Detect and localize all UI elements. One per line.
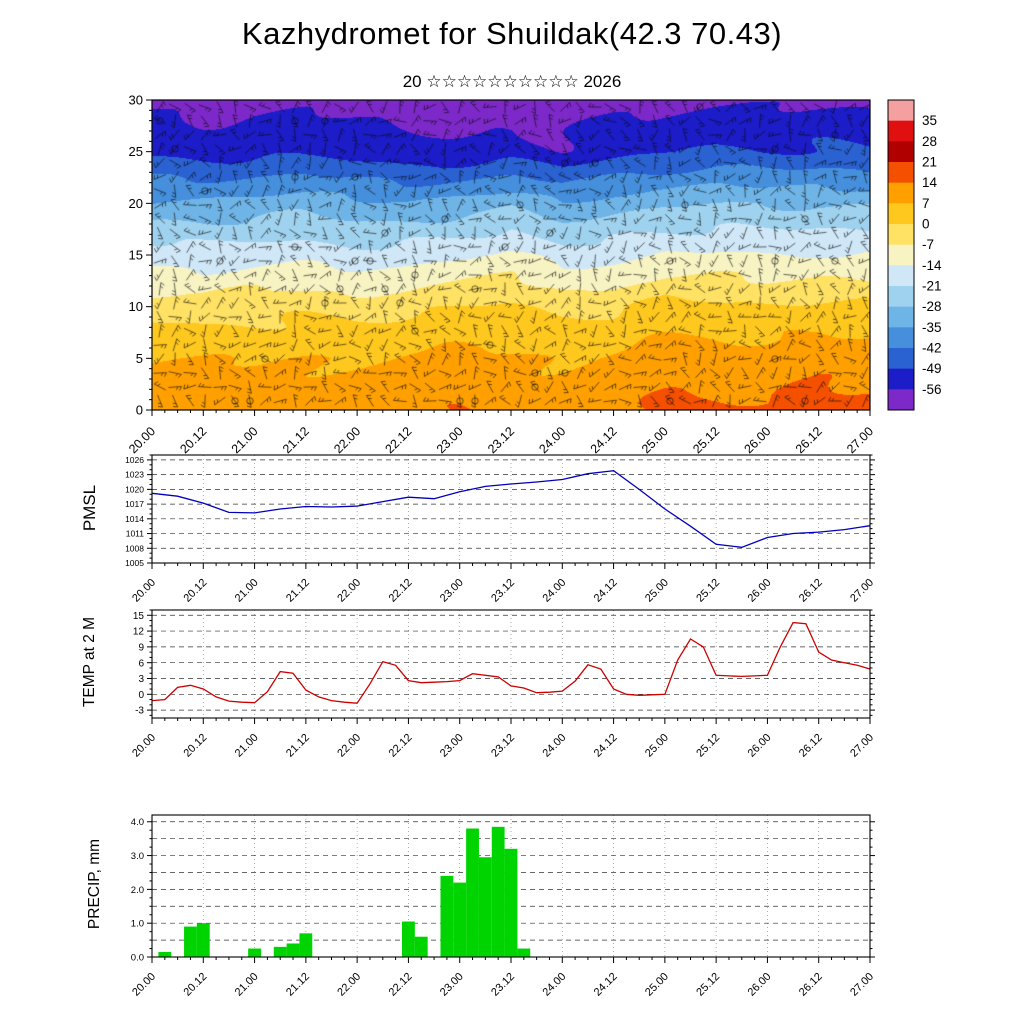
svg-text:26.00: 26.00 <box>746 732 774 760</box>
svg-text:24.00: 24.00 <box>540 732 568 760</box>
temp-axis-label: TEMP at 2 M <box>81 616 98 708</box>
svg-text:25.12: 25.12 <box>694 732 722 760</box>
svg-text:21.12: 21.12 <box>284 732 312 760</box>
svg-text:2.0: 2.0 <box>131 885 144 896</box>
svg-text:9: 9 <box>138 642 144 653</box>
svg-text:-56: -56 <box>922 382 942 397</box>
svg-text:-21: -21 <box>922 279 942 294</box>
svg-text:26.00: 26.00 <box>746 577 774 605</box>
svg-text:20.12: 20.12 <box>181 577 209 605</box>
svg-text:20.00: 20.00 <box>130 971 158 999</box>
svg-text:10: 10 <box>129 299 143 314</box>
svg-text:25: 25 <box>129 144 143 159</box>
precip-panel: 0.0 1.0 2.0 3.0 4.0 20.00 20.12 21.00 21.12 22.00… <box>130 814 876 999</box>
svg-text:-14: -14 <box>922 258 942 273</box>
svg-text:27.00: 27.00 <box>848 971 876 999</box>
svg-text:24.12: 24.12 <box>592 732 620 760</box>
svg-text:1005: 1005 <box>125 558 144 568</box>
temp-panel: -3 0 3 6 9 12 15 20.00 20.12 21.00 21.12 22.00 22.12… <box>130 609 876 760</box>
svg-text:1026: 1026 <box>125 455 144 465</box>
svg-text:4.0: 4.0 <box>131 817 144 828</box>
svg-text:23.00: 23.00 <box>438 577 466 605</box>
svg-text:27.00: 27.00 <box>848 577 876 605</box>
svg-text:25.00: 25.00 <box>643 971 671 999</box>
svg-text:15: 15 <box>129 248 143 263</box>
cross-section-field <box>152 100 870 410</box>
svg-text:26.12: 26.12 <box>797 577 825 605</box>
svg-text:30: 30 <box>129 93 143 108</box>
svg-text:20.12: 20.12 <box>181 732 209 760</box>
svg-text:22.00: 22.00 <box>335 577 363 605</box>
svg-text:14: 14 <box>922 175 938 190</box>
svg-text:28: 28 <box>922 134 937 149</box>
svg-text:21: 21 <box>922 155 937 170</box>
svg-text:21.12: 21.12 <box>284 971 312 999</box>
svg-text:1023: 1023 <box>125 470 144 480</box>
page-title: Kazhydromet for Shuildak(42.3 70.43) <box>241 16 783 51</box>
svg-text:26.12: 26.12 <box>797 732 825 760</box>
svg-text:23.12: 23.12 <box>489 971 517 999</box>
svg-text:-28: -28 <box>922 299 942 314</box>
svg-text:27.00: 27.00 <box>848 732 876 760</box>
svg-text:23.12: 23.12 <box>489 732 517 760</box>
svg-text:25.00: 25.00 <box>643 577 671 605</box>
svg-text:1014: 1014 <box>125 514 144 524</box>
svg-text:26.12: 26.12 <box>797 971 825 999</box>
svg-text:22.12: 22.12 <box>387 971 415 999</box>
svg-text:20.00: 20.00 <box>130 577 158 605</box>
svg-text:22.12: 22.12 <box>387 732 415 760</box>
pmsl-panel: 1005 1008 1011 1014 1017 1020 1023 1026 20.00 20.… <box>125 454 876 605</box>
svg-text:20.12: 20.12 <box>181 971 209 999</box>
svg-text:23.12: 23.12 <box>489 577 517 605</box>
svg-text:3: 3 <box>138 674 144 685</box>
svg-text:26.00: 26.00 <box>746 971 774 999</box>
svg-text:20: 20 <box>129 196 143 211</box>
svg-text:0: 0 <box>136 403 143 418</box>
svg-text:7: 7 <box>922 196 930 211</box>
colorbar: 35 28 21 14 7 0 -7 -14 -21 -28 -35 -42 -49 -56 <box>887 99 942 411</box>
svg-text:24.00: 24.00 <box>540 971 568 999</box>
svg-text:35: 35 <box>922 113 937 128</box>
svg-text:0: 0 <box>138 690 144 701</box>
svg-text:0.0: 0.0 <box>131 952 144 963</box>
svg-text:25.12: 25.12 <box>694 577 722 605</box>
svg-text:6: 6 <box>138 658 144 669</box>
svg-text:1017: 1017 <box>125 499 144 509</box>
svg-text:12: 12 <box>133 627 145 638</box>
svg-text:21.00: 21.00 <box>233 577 261 605</box>
svg-text:21.00: 21.00 <box>233 732 261 760</box>
svg-text:-49: -49 <box>922 361 942 376</box>
svg-text:-35: -35 <box>922 320 942 335</box>
svg-text:1.0: 1.0 <box>131 919 144 930</box>
svg-text:1020: 1020 <box>125 484 144 494</box>
svg-text:21.00: 21.00 <box>233 971 261 999</box>
svg-text:23.00: 23.00 <box>438 971 466 999</box>
date-subtitle: 20 ☆☆☆☆☆☆☆☆☆☆ 2026 <box>402 72 622 91</box>
svg-text:24.00: 24.00 <box>540 577 568 605</box>
svg-text:20.00: 20.00 <box>130 732 158 760</box>
svg-text:-3: -3 <box>135 706 144 717</box>
svg-text:3.0: 3.0 <box>131 851 144 862</box>
svg-text:1011: 1011 <box>126 529 145 539</box>
svg-text:24.12: 24.12 <box>592 971 620 999</box>
svg-text:-42: -42 <box>922 341 942 356</box>
svg-text:15: 15 <box>133 611 145 622</box>
svg-text:22.12: 22.12 <box>387 577 415 605</box>
svg-text:0: 0 <box>922 217 930 232</box>
svg-text:-7: -7 <box>922 237 934 252</box>
svg-text:1008: 1008 <box>125 543 144 553</box>
svg-text:24.12: 24.12 <box>592 577 620 605</box>
svg-text:25.00: 25.00 <box>643 732 671 760</box>
svg-text:5: 5 <box>136 351 143 366</box>
pmsl-axis-label: PMSL <box>80 484 99 532</box>
svg-text:22.00: 22.00 <box>335 971 363 999</box>
svg-text:21.12: 21.12 <box>284 577 312 605</box>
svg-text:23.00: 23.00 <box>438 732 466 760</box>
svg-text:25.12: 25.12 <box>694 971 722 999</box>
svg-text:22.00: 22.00 <box>335 732 363 760</box>
